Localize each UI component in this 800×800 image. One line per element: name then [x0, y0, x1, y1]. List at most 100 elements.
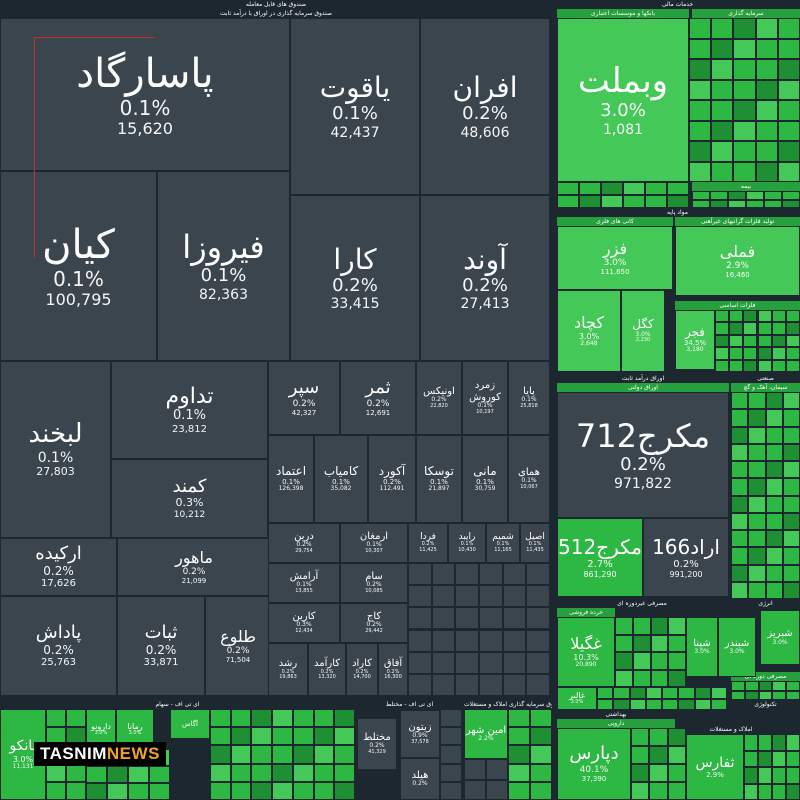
treemap-small-cell[interactable] — [230, 709, 252, 728]
treemap-small-cell[interactable] — [272, 745, 293, 764]
treemap-small-cell[interactable] — [431, 673, 456, 696]
treemap-small-cell[interactable] — [744, 681, 759, 691]
treemap-small-cell[interactable] — [758, 734, 772, 751]
treemap-tile[interactable]: ثمر 0.2% 12,691 — [340, 361, 416, 435]
treemap-small-cell[interactable] — [615, 652, 633, 670]
treemap-small-cell[interactable] — [782, 581, 800, 599]
treemap-small-cell[interactable] — [128, 783, 149, 800]
treemap-small-cell[interactable] — [731, 426, 749, 444]
treemap-small-cell[interactable] — [526, 651, 550, 674]
treemap-small-cell[interactable] — [731, 581, 749, 599]
treemap-small-cell[interactable] — [764, 191, 782, 200]
treemap-small-cell[interactable] — [729, 347, 744, 360]
treemap-small-cell[interactable] — [334, 781, 355, 800]
treemap-small-cell[interactable] — [731, 690, 745, 700]
treemap-small-cell[interactable] — [46, 763, 66, 782]
treemap-small-cell[interactable] — [765, 547, 783, 565]
treemap-small-cell[interactable] — [86, 783, 107, 800]
treemap-tile[interactable]: آوند 0.2% 27,413 — [420, 195, 550, 361]
treemap-small-cell[interactable] — [645, 698, 662, 710]
treemap-small-cell[interactable] — [292, 727, 314, 746]
treemap-tile[interactable]: کاج 0.2% 29,442 — [340, 603, 408, 643]
treemap-small-cell[interactable] — [692, 191, 710, 200]
treemap-small-cell[interactable] — [557, 195, 579, 208]
treemap-small-cell[interactable] — [733, 141, 756, 162]
treemap-small-cell[interactable] — [731, 478, 749, 496]
treemap-small-cell[interactable] — [785, 334, 800, 348]
treemap-small-cell[interactable] — [744, 767, 758, 784]
treemap-small-cell[interactable] — [782, 426, 800, 444]
treemap-small-cell[interactable] — [502, 651, 527, 674]
treemap-small-cell[interactable] — [632, 652, 651, 670]
treemap-small-cell[interactable] — [230, 745, 252, 764]
treemap-small-cell[interactable] — [107, 783, 128, 800]
treemap-tile[interactable]: فجر 34.5% 3,180 — [675, 310, 715, 370]
treemap-small-cell[interactable] — [744, 690, 759, 700]
treemap-small-cell[interactable] — [746, 199, 764, 208]
treemap-small-cell[interactable] — [526, 673, 550, 696]
treemap-tile[interactable]: ارمغان 0.1% 10,307 — [340, 523, 408, 563]
treemap-small-cell[interactable] — [530, 763, 552, 782]
treemap-small-cell[interactable] — [743, 359, 758, 372]
treemap-small-cell[interactable] — [107, 766, 128, 783]
treemap-small-cell[interactable] — [777, 59, 800, 80]
treemap-small-cell[interactable] — [771, 359, 786, 372]
treemap-tile[interactable]: فملی 2.9% 16,460 — [675, 226, 800, 296]
treemap-small-cell[interactable] — [731, 564, 749, 582]
treemap-small-cell[interactable] — [748, 461, 766, 479]
treemap-small-cell[interactable] — [758, 681, 773, 691]
treemap-small-cell[interactable] — [748, 409, 766, 427]
treemap-small-cell[interactable] — [715, 334, 730, 348]
treemap-small-cell[interactable] — [408, 607, 432, 630]
treemap-small-cell[interactable] — [729, 334, 744, 348]
treemap-small-cell[interactable] — [765, 426, 783, 444]
treemap-small-cell[interactable] — [649, 782, 668, 800]
treemap-small-cell[interactable] — [508, 745, 530, 764]
treemap-small-cell[interactable] — [597, 687, 614, 699]
treemap-small-cell[interactable] — [251, 763, 273, 782]
treemap-small-cell[interactable] — [715, 310, 730, 323]
treemap-small-cell[interactable] — [731, 409, 749, 427]
treemap-small-cell[interactable] — [313, 781, 335, 800]
treemap-small-cell[interactable] — [530, 745, 552, 764]
treemap-small-cell[interactable] — [631, 782, 650, 800]
treemap-small-cell[interactable] — [440, 709, 462, 728]
treemap-small-cell[interactable] — [508, 709, 530, 728]
treemap-small-cell[interactable] — [782, 495, 800, 513]
treemap-tile[interactable]: اصیل 0.1% 11,435 — [520, 523, 550, 563]
treemap-small-cell[interactable] — [757, 347, 772, 360]
treemap-small-cell[interactable] — [623, 182, 645, 195]
treemap-small-cell[interactable] — [782, 443, 800, 461]
treemap-small-cell[interactable] — [662, 687, 679, 699]
treemap-small-cell[interactable] — [464, 779, 486, 800]
treemap-small-cell[interactable] — [615, 617, 633, 635]
treemap-small-cell[interactable] — [292, 781, 314, 800]
treemap-small-cell[interactable] — [46, 781, 66, 800]
treemap-small-cell[interactable] — [782, 461, 800, 479]
treemap-small-cell[interactable] — [508, 727, 530, 746]
treemap-small-cell[interactable] — [744, 783, 758, 800]
treemap-small-cell[interactable] — [66, 763, 86, 782]
treemap-small-cell[interactable] — [711, 120, 734, 141]
treemap-small-cell[interactable] — [431, 651, 456, 674]
treemap-small-cell[interactable] — [613, 698, 630, 710]
treemap-small-cell[interactable] — [508, 781, 530, 800]
treemap-tile[interactable]: کاراد 0.2% 14,700 — [346, 643, 378, 696]
treemap-tile[interactable]: شپنا 3.0% — [686, 617, 718, 677]
treemap-tile[interactable]: شبریز 3.0% — [760, 610, 800, 665]
treemap-small-cell[interactable] — [782, 392, 800, 410]
treemap-small-cell[interactable] — [292, 763, 314, 782]
treemap-tile[interactable]: درین 0.2% 29,754 — [268, 523, 340, 563]
treemap-tile[interactable]: آکورد 0.2% 112,491 — [368, 435, 416, 523]
treemap-small-cell[interactable] — [667, 746, 686, 764]
treemap-small-cell[interactable] — [765, 461, 783, 479]
treemap-small-cell[interactable] — [777, 100, 800, 121]
treemap-small-cell[interactable] — [629, 687, 646, 699]
treemap-small-cell[interactable] — [526, 607, 550, 630]
treemap-small-cell[interactable] — [668, 652, 686, 670]
treemap-small-cell[interactable] — [782, 191, 800, 200]
treemap-small-cell[interactable] — [689, 141, 712, 162]
treemap-small-cell[interactable] — [313, 745, 335, 764]
treemap-small-cell[interactable] — [748, 478, 766, 496]
treemap-small-cell[interactable] — [733, 59, 756, 80]
